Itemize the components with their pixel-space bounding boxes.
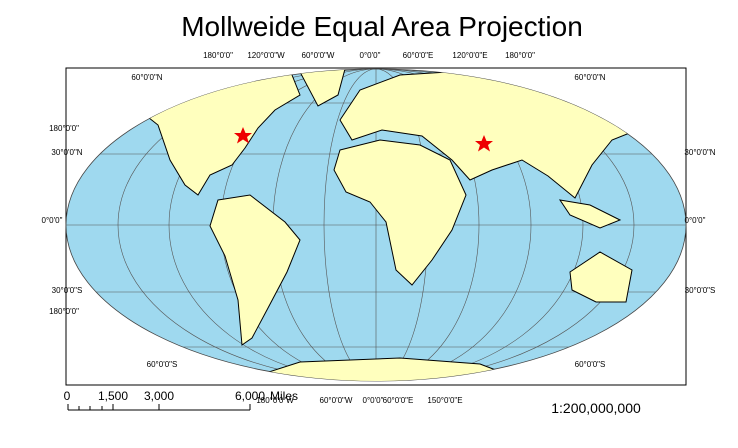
graticule-label: 180°0'0" (49, 307, 79, 316)
graticule-label: 180°0'0"W (256, 396, 294, 405)
scale-label: 6,000 (235, 389, 265, 403)
graticule-label: 60°0'0"N (131, 73, 162, 82)
graticule-label: 30°0'0"S (52, 286, 83, 295)
scale-label: 0 (64, 389, 71, 403)
graticule-label: 180°0'0" (49, 124, 79, 133)
graticule-label: 120°0'0"W (247, 51, 285, 60)
graticule-label: 60°0'0"W (320, 396, 353, 405)
graticule-label: 60°0'0"N (574, 73, 605, 82)
map-title: Mollweide Equal Area Projection (181, 11, 583, 42)
graticule-label: 60°0'0"S (575, 360, 606, 369)
graticule-labels: 180°0'0" 120°0'0"W 60°0'0"W 0°0'0" 60°0'0"E 1… (42, 51, 716, 405)
graticule-label: 0°0'0" (363, 396, 384, 405)
scale-text: 1:200,000,000 (551, 400, 641, 416)
graticule-label: 60°0'0"E (403, 51, 434, 60)
graticule-label: 0°0'0" (685, 216, 706, 225)
marker-star (234, 127, 252, 144)
scale-unit: Miles (270, 389, 298, 403)
graticule-label: 180°0'0" (203, 51, 233, 60)
graticule-label: 0°0'0" (42, 216, 63, 225)
graticule-label: 120°0'0"E (452, 51, 487, 60)
graticule-label: 60°0'0"S (147, 360, 178, 369)
graticule-label: 150°0'0"E (427, 396, 462, 405)
graticule-label: 30°0'0"N (51, 148, 82, 157)
graticule-label: 30°0'0"S (685, 286, 716, 295)
scale-bar (67, 404, 251, 411)
graticule-label: 60°0'0"E (383, 396, 414, 405)
graticule-label: 60°0'0"W (302, 51, 335, 60)
scale-label: 1,500 (98, 389, 128, 403)
graticule-label: 30°0'0"N (684, 148, 715, 157)
marker-star (475, 135, 493, 152)
graticule-label: 180°0'0" (505, 51, 535, 60)
graticule-label: 0°0'0" (360, 51, 381, 60)
scale-label: 3,000 (144, 389, 174, 403)
